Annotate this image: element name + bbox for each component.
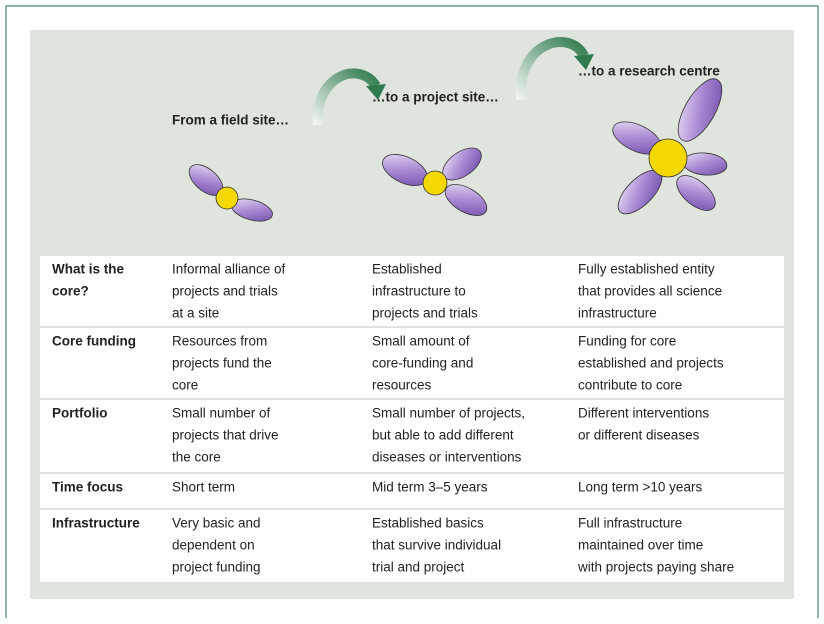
cell-text: core-funding and [372, 356, 473, 371]
cell-text: projects fund the [172, 356, 272, 371]
cell-text: Mid term 3–5 years [372, 480, 488, 495]
cell-text: Informal alliance of [172, 262, 286, 277]
cell-text: infrastructure to [372, 284, 466, 299]
cell-text: Small number of projects, [372, 406, 525, 421]
cell-text: contribute to core [578, 378, 682, 393]
cell-text: infrastructure [578, 306, 657, 321]
cell-text: Short term [172, 480, 235, 495]
flower [188, 164, 273, 222]
cell-text: dependent on [172, 538, 255, 553]
cell-text: at a site [172, 306, 219, 321]
cell-text: projects and trials [372, 306, 478, 321]
row-label: Time focus [52, 480, 123, 495]
cell-text: Full infrastructure [578, 516, 682, 531]
cell-text: with projects paying share [577, 560, 734, 575]
cell-text: that provides all science [578, 284, 722, 299]
cell-text: Funding for core [578, 334, 676, 349]
cell-text: Resources from [172, 334, 267, 349]
stage-label: …to a research centre [578, 64, 720, 79]
cell-text: Fully established entity [578, 262, 715, 277]
table-row [40, 328, 784, 398]
row-label: What is the [52, 262, 124, 277]
table-row [40, 400, 784, 472]
cell-text: Established [372, 262, 442, 277]
cell-text: trial and project [372, 560, 465, 575]
cell-text: diseases or interventions [372, 450, 522, 465]
row-label: Core funding [52, 334, 136, 349]
frame [5, 5, 819, 618]
arrow-head [366, 84, 386, 100]
arrow [515, 37, 589, 101]
cell-text: project funding [172, 560, 261, 575]
cell-text: Long term >10 years [578, 480, 702, 495]
cell-text: Small number of [172, 406, 271, 421]
table-row [40, 256, 784, 326]
cell-text: projects and trials [172, 284, 278, 299]
stage-label: …to a project site… [372, 90, 499, 105]
cell-text: Established basics [372, 516, 484, 531]
cell-text: core [172, 378, 198, 393]
cell-text: the core [172, 450, 221, 465]
cell-text: projects that drive [172, 428, 279, 443]
row-label: core? [52, 284, 89, 299]
table-row [40, 474, 784, 508]
flower [612, 78, 728, 215]
cell-text: or different diseases [578, 428, 700, 443]
row-label: Infrastructure [52, 516, 140, 531]
stage-label: From a field site… [172, 113, 289, 128]
row-label: Portfolio [52, 406, 108, 421]
cell-text: Small amount of [372, 334, 470, 349]
cell-text: that survive individual [372, 538, 501, 553]
table: What is the core? Informal alliance of proj… [40, 256, 784, 582]
cell-text: maintained over time [578, 538, 703, 553]
arrow [312, 68, 381, 126]
cell-text: Very basic and [172, 516, 261, 531]
cell-text: established and projects [578, 356, 724, 371]
cell-text: resources [372, 378, 432, 393]
cell-text: but able to add different [372, 428, 514, 443]
cell-text: Different interventions [578, 406, 709, 421]
arrow-head [574, 54, 594, 70]
flower [382, 147, 488, 216]
table-row [40, 510, 784, 582]
